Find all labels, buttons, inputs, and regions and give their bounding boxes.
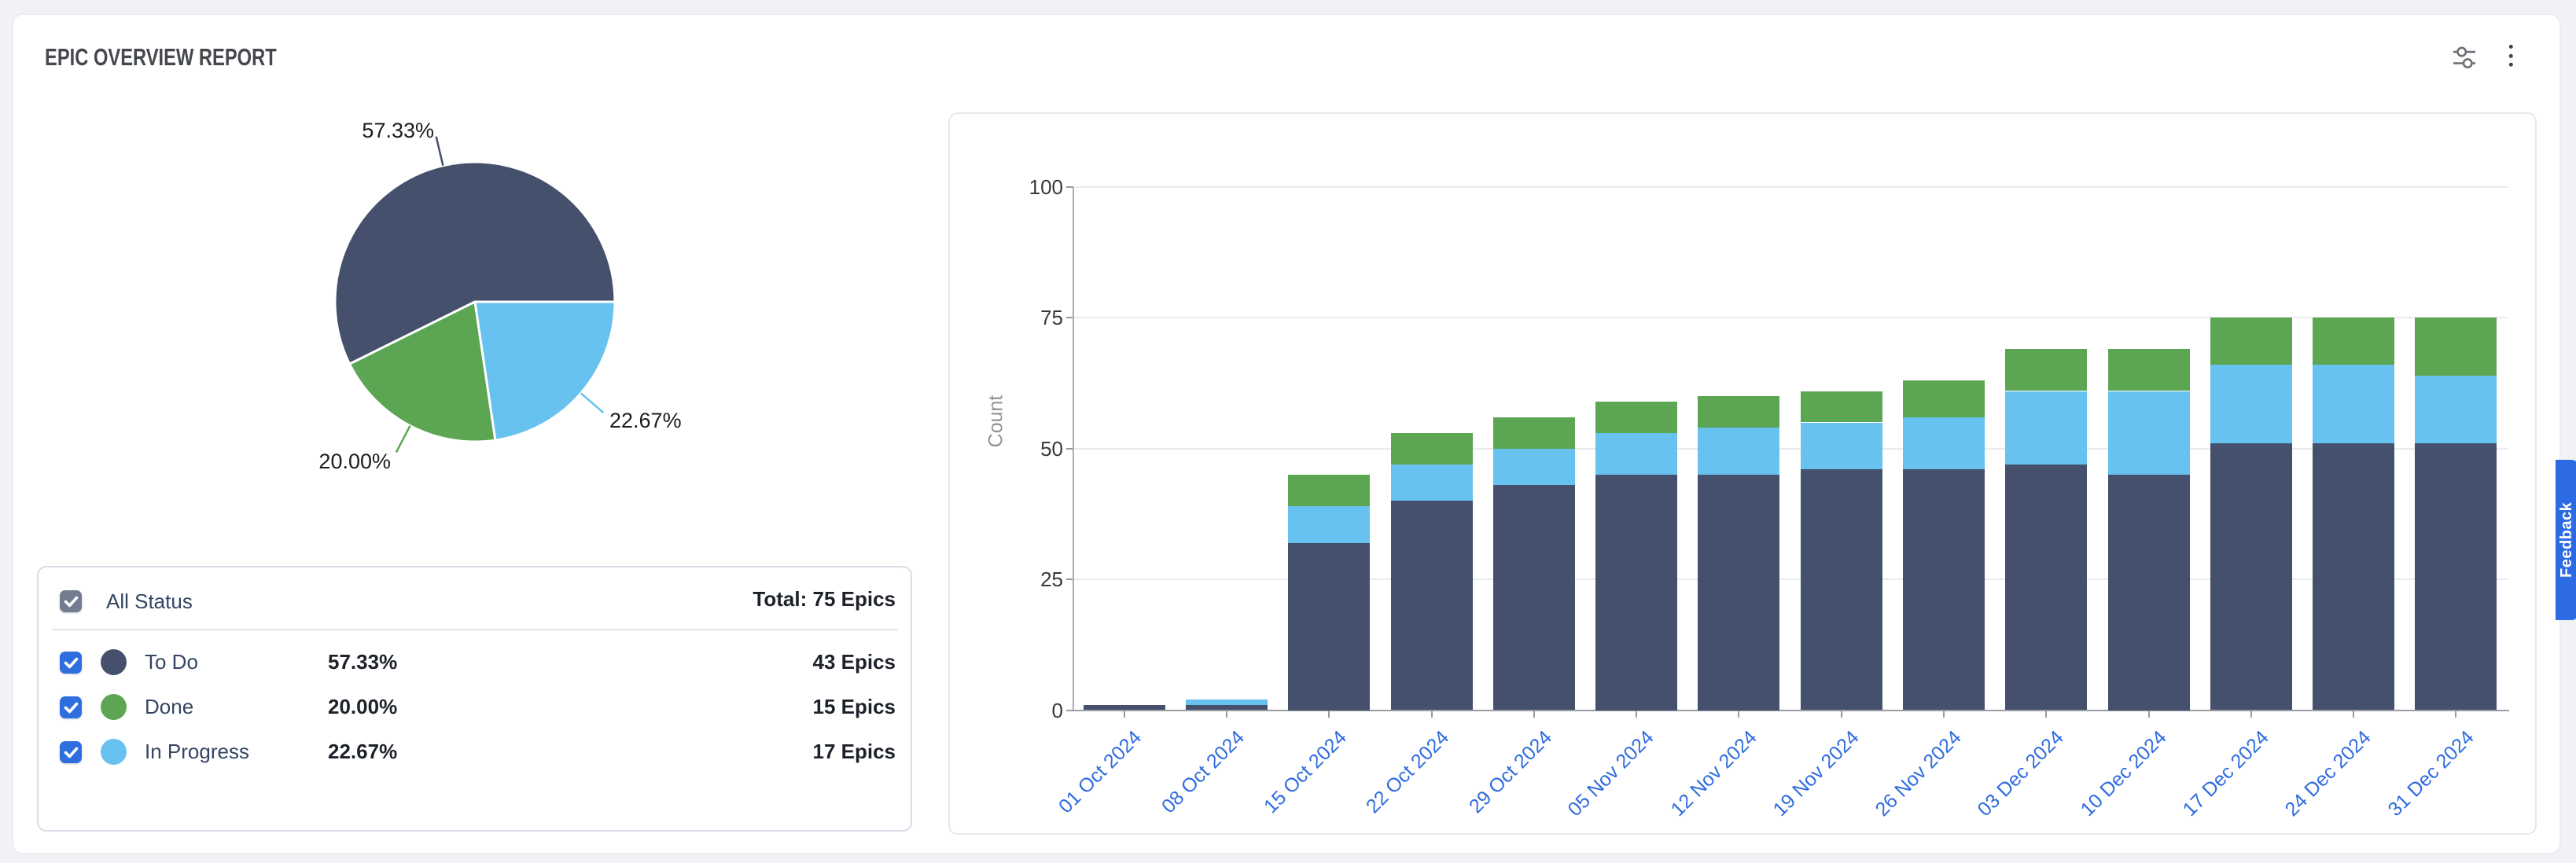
svg-text:57.33%: 57.33% <box>362 119 434 142</box>
svg-text:22.67%: 22.67% <box>609 409 682 432</box>
svg-text:20.00%: 20.00% <box>318 450 391 473</box>
